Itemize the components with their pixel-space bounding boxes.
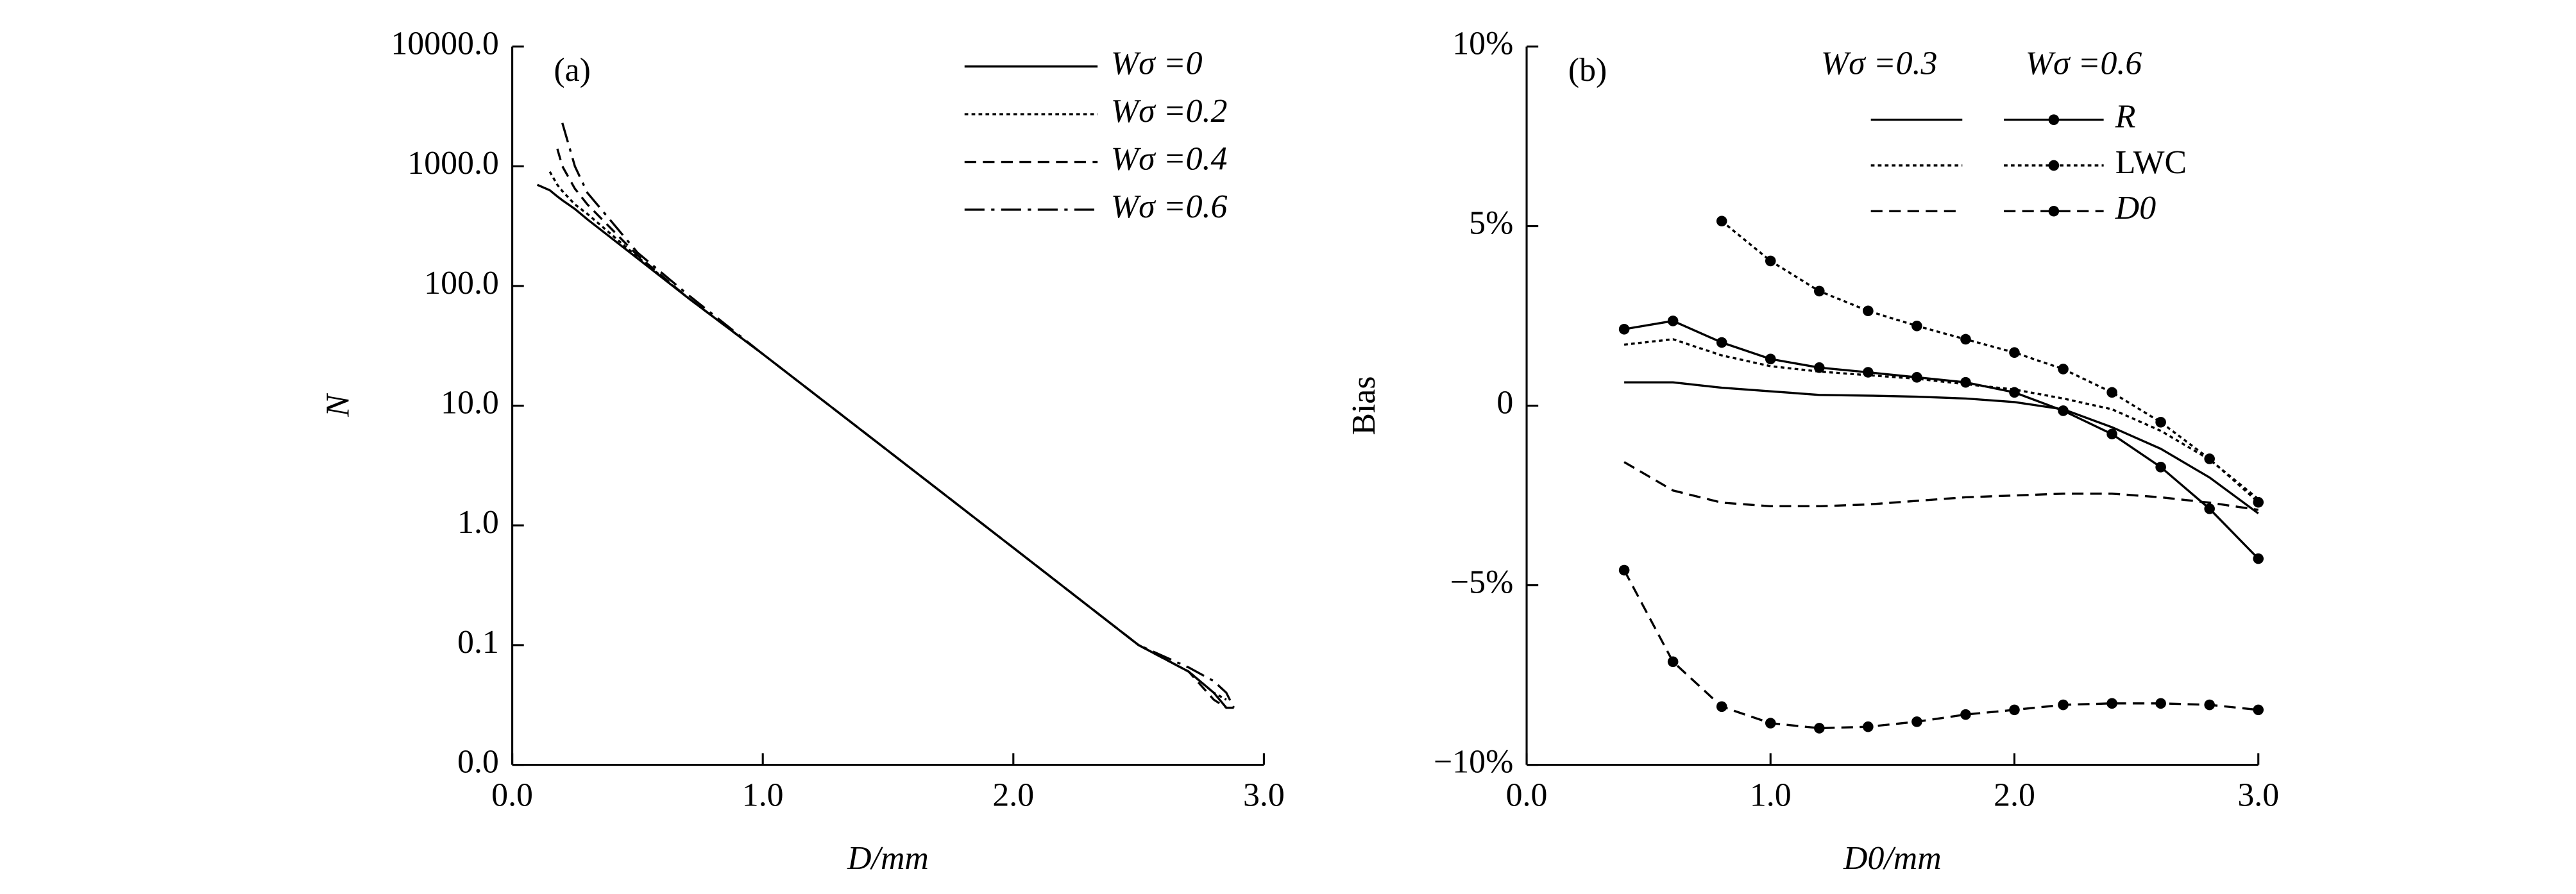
point: [1911, 372, 1922, 383]
legend-label: Wσ =0.4: [1111, 140, 1228, 177]
y-tick-label: 1.0: [457, 504, 499, 541]
x-tick-label: 3.0: [2237, 777, 2279, 813]
point: [2106, 387, 2117, 398]
series-line: [1623, 569, 2258, 730]
y-tick-label: 10%: [1452, 25, 1513, 62]
point: [1618, 564, 1630, 576]
series-line: [548, 171, 1227, 701]
point: [1765, 255, 1776, 267]
point: [1814, 723, 1825, 734]
x-tick-label: 2.0: [992, 777, 1034, 813]
y-tick-label: 100.0: [424, 265, 499, 301]
point: [1667, 656, 1679, 668]
point: [2155, 417, 2166, 428]
point: [1618, 324, 1630, 335]
x-axis-label: D0/mm: [1843, 840, 1942, 877]
point: [1863, 721, 1874, 732]
point: [1960, 333, 1971, 345]
point: [1667, 316, 1679, 326]
point: [1716, 701, 1727, 713]
legend-marker: [2048, 160, 2060, 171]
y-tick-label: 1000.0: [407, 145, 499, 181]
point: [2058, 699, 2069, 711]
series-line: [561, 122, 1235, 709]
legend-marker: [2048, 114, 2060, 125]
point: [1716, 337, 1727, 348]
point: [2009, 704, 2020, 716]
x-tick-label: 1.0: [1750, 777, 1792, 813]
y-tick-label: 0.1: [457, 624, 499, 661]
point: [1911, 320, 1922, 332]
y-tick-label: 10.0: [441, 384, 499, 421]
point: [1863, 305, 1874, 317]
legend-marker: [2048, 205, 2060, 217]
x-tick-label: 0.0: [491, 777, 533, 813]
point: [2204, 699, 2215, 711]
point: [2155, 698, 2166, 709]
point: [1911, 716, 1922, 727]
point: [2058, 364, 2069, 375]
point: [2106, 698, 2117, 709]
point: [2009, 347, 2020, 358]
point: [1814, 285, 1825, 297]
point: [1765, 353, 1776, 365]
y-tick-label: 10000.0: [391, 25, 499, 62]
panel-label: (b): [1568, 52, 1607, 89]
series-line: [1721, 220, 2259, 503]
y-tick-label: 0: [1496, 384, 1513, 421]
point: [2253, 553, 2264, 564]
point: [2058, 405, 2069, 416]
point: [2204, 503, 2215, 514]
y-tick-label: −10%: [1434, 743, 1513, 780]
x-tick-label: 1.0: [742, 777, 784, 813]
series-line: [1623, 461, 2258, 511]
series-line: [1624, 381, 2259, 514]
y-tick-label: 0.0: [457, 743, 499, 780]
legend-header: Wσ =0.6: [2026, 46, 2142, 82]
legend-label: Wσ =0: [1111, 46, 1203, 82]
x-tick-label: 3.0: [1243, 777, 1285, 813]
y-axis-label: Bias: [1346, 376, 1382, 435]
point: [2155, 462, 2166, 473]
point: [1960, 376, 1971, 388]
point: [1960, 709, 1971, 720]
point: [1765, 718, 1776, 729]
point: [2106, 428, 2117, 440]
legend-label: LWC: [2115, 144, 2187, 181]
y-axis-label: N: [319, 393, 356, 417]
y-tick-label: −5%: [1450, 564, 1513, 600]
point: [1716, 215, 1727, 227]
legend-label: R: [2115, 99, 2136, 135]
legend-label: Wσ =0.6: [1111, 189, 1228, 225]
series-line: [1623, 338, 2259, 500]
legend-label: Wσ =0.2: [1111, 93, 1228, 130]
legend-header: Wσ =0.3: [1821, 46, 1938, 82]
series-line: [1623, 319, 2259, 560]
x-tick-label: 2.0: [1994, 777, 2035, 813]
x-tick-label: 0.0: [1506, 777, 1548, 813]
panel-label: (a): [554, 52, 591, 89]
point: [2253, 704, 2264, 716]
y-tick-label: 5%: [1469, 205, 1513, 241]
legend-label: D0: [2115, 190, 2156, 226]
point: [2253, 496, 2264, 508]
series-line: [556, 148, 1234, 709]
point: [2204, 453, 2215, 464]
x-axis-label: D/mm: [847, 840, 929, 877]
